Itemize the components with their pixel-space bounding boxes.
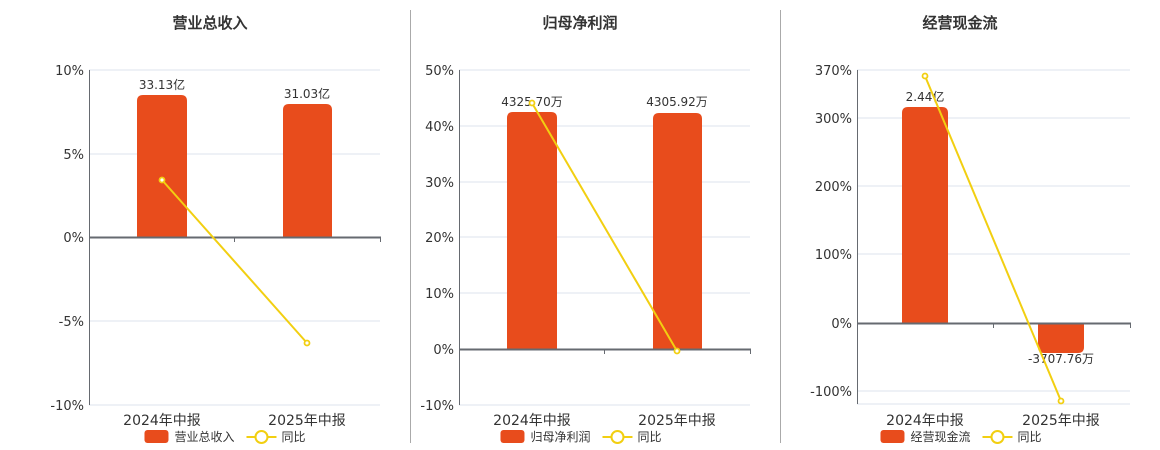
yoy-line xyxy=(531,102,678,352)
chart-title: 营业总收入 xyxy=(172,14,248,32)
legend-bar-swatch[interactable] xyxy=(500,430,525,443)
bar-value-label: 33.13亿 xyxy=(139,77,185,92)
y-tick: 5% xyxy=(63,148,84,163)
chart-panel-revenue: 营业总收入 10% 5% 0% -5% -10% 33.13亿 31.03亿 xyxy=(0,0,400,450)
bar-2024[interactable] xyxy=(902,107,948,323)
yoy-point[interactable] xyxy=(303,339,311,347)
chart-panel-net-profit: 归母净利润 50% 40% 30% 20% 10% 0% -10% 4325.7… xyxy=(420,14,751,445)
y-tick: -5% xyxy=(59,315,84,330)
bar-value-label: 4305.92万 xyxy=(646,95,708,109)
x-tick: 2025年中报 xyxy=(638,413,716,429)
y-tick: 50% xyxy=(425,64,454,79)
bar-2025[interactable] xyxy=(653,113,702,349)
bar-2025[interactable] xyxy=(283,104,332,237)
chart-canvas: 50% 40% 30% 20% 10% 0% -10% 4325.70万 430… xyxy=(420,64,751,429)
legend-line-label[interactable]: 同比 xyxy=(1017,430,1042,444)
bar-2024[interactable] xyxy=(137,95,187,237)
chart-canvas: 10% 5% 0% -5% -10% 33.13亿 31.03亿 2024年中报… xyxy=(50,64,381,429)
yoy-line xyxy=(924,75,1062,402)
yoy-point[interactable] xyxy=(528,99,536,107)
y-tick: 20% xyxy=(425,231,454,246)
x-tick: 2024年中报 xyxy=(123,413,201,429)
legend: 归母净利润 同比 xyxy=(500,428,662,445)
y-tick: 10% xyxy=(55,64,84,79)
y-tick: 40% xyxy=(425,120,454,135)
bar-2025[interactable] xyxy=(1038,323,1084,353)
yoy-point[interactable] xyxy=(1057,397,1065,405)
y-tick: 10% xyxy=(425,287,454,302)
yoy-point[interactable] xyxy=(921,72,929,80)
y-tick: 100% xyxy=(815,248,852,263)
y-tick: -10% xyxy=(50,399,84,414)
bar-value-label: 2.44亿 xyxy=(906,89,945,104)
y-axis-labels: 10% 5% 0% -5% -10% xyxy=(50,64,84,414)
legend-line-icon[interactable] xyxy=(246,429,277,444)
legend: 经营现金流 同比 xyxy=(880,428,1042,445)
yoy-point[interactable] xyxy=(673,347,681,355)
x-tick: 2024年中报 xyxy=(493,413,571,429)
y-tick: 300% xyxy=(815,112,852,127)
y-tick: 370% xyxy=(815,64,852,79)
panel-divider xyxy=(780,10,781,443)
legend-line-icon[interactable] xyxy=(982,429,1013,444)
bar-value-label: -3707.76万 xyxy=(1028,352,1094,366)
x-tick: 2025年中报 xyxy=(268,413,346,429)
chart-title: 经营现金流 xyxy=(922,14,998,32)
legend: 营业总收入 同比 xyxy=(144,428,306,445)
legend-bar-label[interactable]: 营业总收入 xyxy=(174,430,235,444)
legend-bar-swatch[interactable] xyxy=(880,430,905,443)
y-tick: -10% xyxy=(420,399,454,414)
legend-bar-label[interactable]: 归母净利润 xyxy=(530,430,591,444)
legend-bar-label[interactable]: 经营现金流 xyxy=(910,430,971,444)
y-tick: 30% xyxy=(425,176,454,191)
panel-divider xyxy=(410,10,411,443)
legend-bar-swatch[interactable] xyxy=(144,430,169,443)
y-tick: 200% xyxy=(815,180,852,195)
legend-line-label[interactable]: 同比 xyxy=(637,430,662,444)
bar-2024[interactable] xyxy=(507,112,557,349)
chart-title: 归母净利润 xyxy=(542,14,618,32)
yoy-line xyxy=(161,179,308,344)
yoy-point[interactable] xyxy=(158,176,166,184)
x-tick: 2025年中报 xyxy=(1022,413,1100,429)
y-tick: -100% xyxy=(810,385,852,400)
legend-line-label[interactable]: 同比 xyxy=(281,430,306,444)
y-tick: 0% xyxy=(433,343,454,358)
y-tick: 0% xyxy=(831,317,852,332)
bar-value-label: 31.03亿 xyxy=(284,86,330,101)
y-tick: 0% xyxy=(63,231,84,246)
x-tick: 2024年中报 xyxy=(886,413,964,429)
legend-line-icon[interactable] xyxy=(602,429,633,444)
